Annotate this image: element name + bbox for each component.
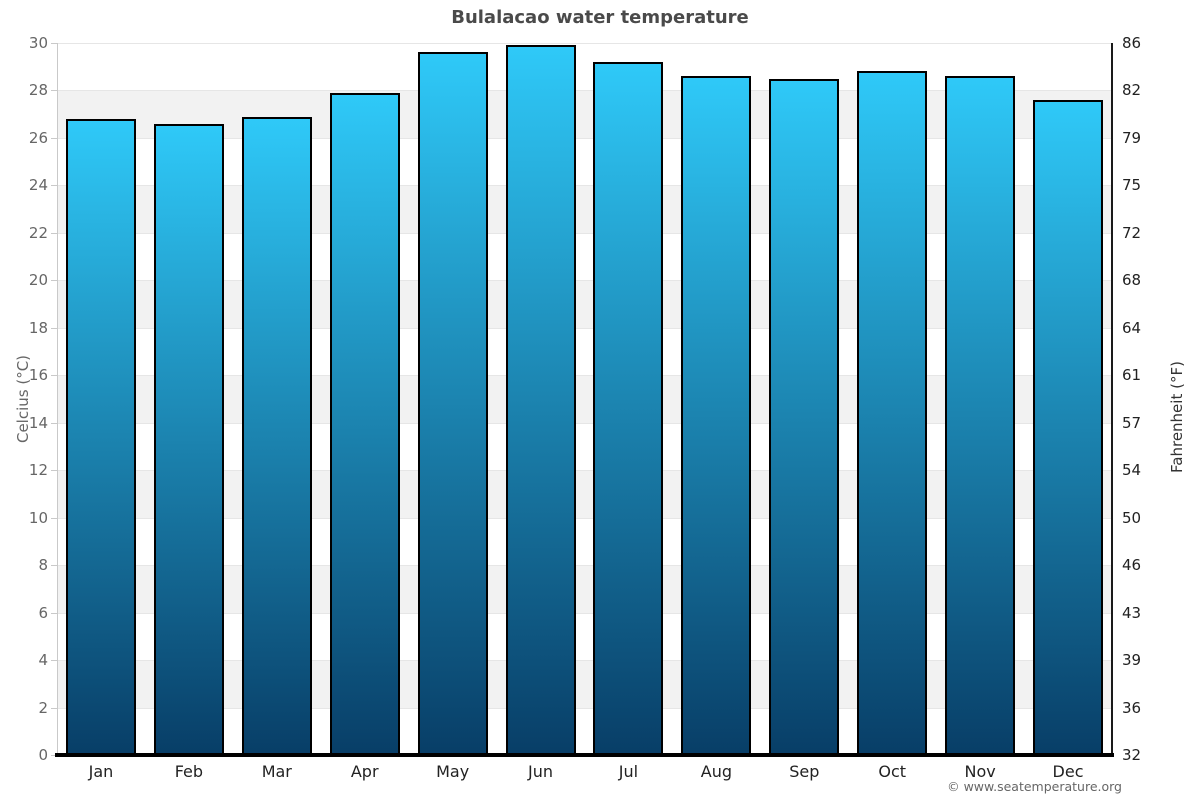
grid-band xyxy=(57,327,1112,376)
y-tick-left-6: 6 xyxy=(38,603,48,622)
y-tick-left-24: 24 xyxy=(28,176,48,195)
x-tick-jan: Jan xyxy=(88,762,114,781)
x-tick-oct: Oct xyxy=(878,762,907,781)
y-tick-left-28: 28 xyxy=(28,81,48,100)
grid-band xyxy=(57,43,1112,91)
y-tick-left-0: 0 xyxy=(38,746,48,764)
y-tickmark-left xyxy=(51,232,57,234)
y-tick-right-61: 61 xyxy=(1122,366,1142,385)
bar-nov[interactable] xyxy=(945,76,1016,755)
y-tick-left-8: 8 xyxy=(38,556,48,575)
y-tick-left-26: 26 xyxy=(28,128,48,147)
y-tickmark-left xyxy=(51,327,57,329)
y-tick-right-46: 46 xyxy=(1122,556,1142,575)
y-tickmark-left xyxy=(51,280,57,282)
x-tick-may: May xyxy=(436,762,470,781)
x-tick-sep: Sep xyxy=(789,762,820,781)
grid-band xyxy=(57,375,1112,423)
y-tick-left-20: 20 xyxy=(28,271,48,290)
y-tick-left-30: 30 xyxy=(28,34,48,52)
x-tick-dec: Dec xyxy=(1052,762,1084,781)
y-tick-right-68: 68 xyxy=(1122,271,1142,290)
y-tickmark-left xyxy=(51,517,57,519)
x-tick-jun: Jun xyxy=(528,762,554,781)
y-tickmark-left xyxy=(51,565,57,567)
grid-band xyxy=(57,137,1112,186)
y-tick-left-14: 14 xyxy=(28,413,48,432)
y-tick-left-10: 10 xyxy=(28,508,48,527)
left-axis-line xyxy=(57,43,58,755)
y-tick-right-36: 36 xyxy=(1122,698,1142,717)
bar-sep[interactable] xyxy=(769,78,840,755)
y-tick-left-22: 22 xyxy=(28,223,48,242)
bar-aug[interactable] xyxy=(681,76,752,755)
y-tick-left-4: 4 xyxy=(38,651,48,670)
y-tick-right-54: 54 xyxy=(1122,461,1142,480)
y-tick-right-50: 50 xyxy=(1122,508,1142,527)
bar-oct[interactable] xyxy=(857,71,928,755)
y-tick-right-57: 57 xyxy=(1122,413,1142,432)
grid-band xyxy=(57,422,1112,471)
y-tick-left-2: 2 xyxy=(38,698,48,717)
y-tickmark-left xyxy=(51,470,57,472)
x-axis-baseline xyxy=(55,753,1114,757)
y-tick-right-79: 79 xyxy=(1122,128,1142,147)
y-tickmark-left xyxy=(51,43,57,44)
bar-jun[interactable] xyxy=(505,45,576,755)
x-tick-mar: Mar xyxy=(261,762,292,781)
grid-band xyxy=(57,185,1112,233)
x-tick-feb: Feb xyxy=(174,762,204,781)
grid-band xyxy=(57,232,1112,281)
x-tick-apr: Apr xyxy=(350,762,379,781)
y-tick-left-18: 18 xyxy=(28,318,48,337)
y-tick-right-39: 39 xyxy=(1122,651,1142,670)
y-tickmark-left xyxy=(51,612,57,614)
y-tickmark-left xyxy=(51,422,57,424)
grid-band xyxy=(57,660,1112,708)
bar-jan[interactable] xyxy=(65,118,136,755)
y-tick-left-16: 16 xyxy=(28,366,48,385)
y-tick-right-75: 75 xyxy=(1122,176,1142,195)
grid-band xyxy=(57,470,1112,518)
y-tick-right-72: 72 xyxy=(1122,223,1142,242)
x-tick-aug: Aug xyxy=(700,762,732,781)
y-tick-right-86: 86 xyxy=(1122,34,1142,52)
y-tickmark-left xyxy=(51,185,57,187)
grid-band xyxy=(57,612,1112,661)
x-tick-jul: Jul xyxy=(618,762,639,781)
y-tickmark-left xyxy=(51,660,57,662)
y-tick-right-32: 32 xyxy=(1122,746,1142,764)
x-tick-nov: Nov xyxy=(964,762,996,781)
y-tick-right-82: 82 xyxy=(1122,81,1142,100)
y-tick-right-64: 64 xyxy=(1122,318,1142,337)
y-tickmark-left xyxy=(51,137,57,139)
y-tickmark-left xyxy=(51,707,57,709)
grid-band xyxy=(57,90,1112,138)
y-tickmark-left xyxy=(51,90,57,92)
bar-dec[interactable] xyxy=(1033,99,1104,755)
y-tick-left-12: 12 xyxy=(28,461,48,480)
grid-band xyxy=(57,707,1112,755)
bar-may[interactable] xyxy=(417,52,488,755)
grid-band xyxy=(57,280,1112,328)
bar-apr[interactable] xyxy=(329,92,400,755)
grid-band xyxy=(57,565,1112,613)
right-axis-line xyxy=(1111,43,1113,755)
bar-mar[interactable] xyxy=(241,116,312,755)
y-tickmark-left xyxy=(51,375,57,377)
footer-credit-link[interactable]: © www.seatemperature.org xyxy=(947,779,1122,794)
y-tick-right-43: 43 xyxy=(1122,603,1142,622)
grid-band xyxy=(57,517,1112,566)
chart-title: Bulalacao water temperature xyxy=(451,7,749,28)
y-tickmark-left xyxy=(51,755,57,756)
plot-area xyxy=(57,43,1112,755)
bar-feb[interactable] xyxy=(153,123,224,755)
bar-jul[interactable] xyxy=(593,61,664,755)
